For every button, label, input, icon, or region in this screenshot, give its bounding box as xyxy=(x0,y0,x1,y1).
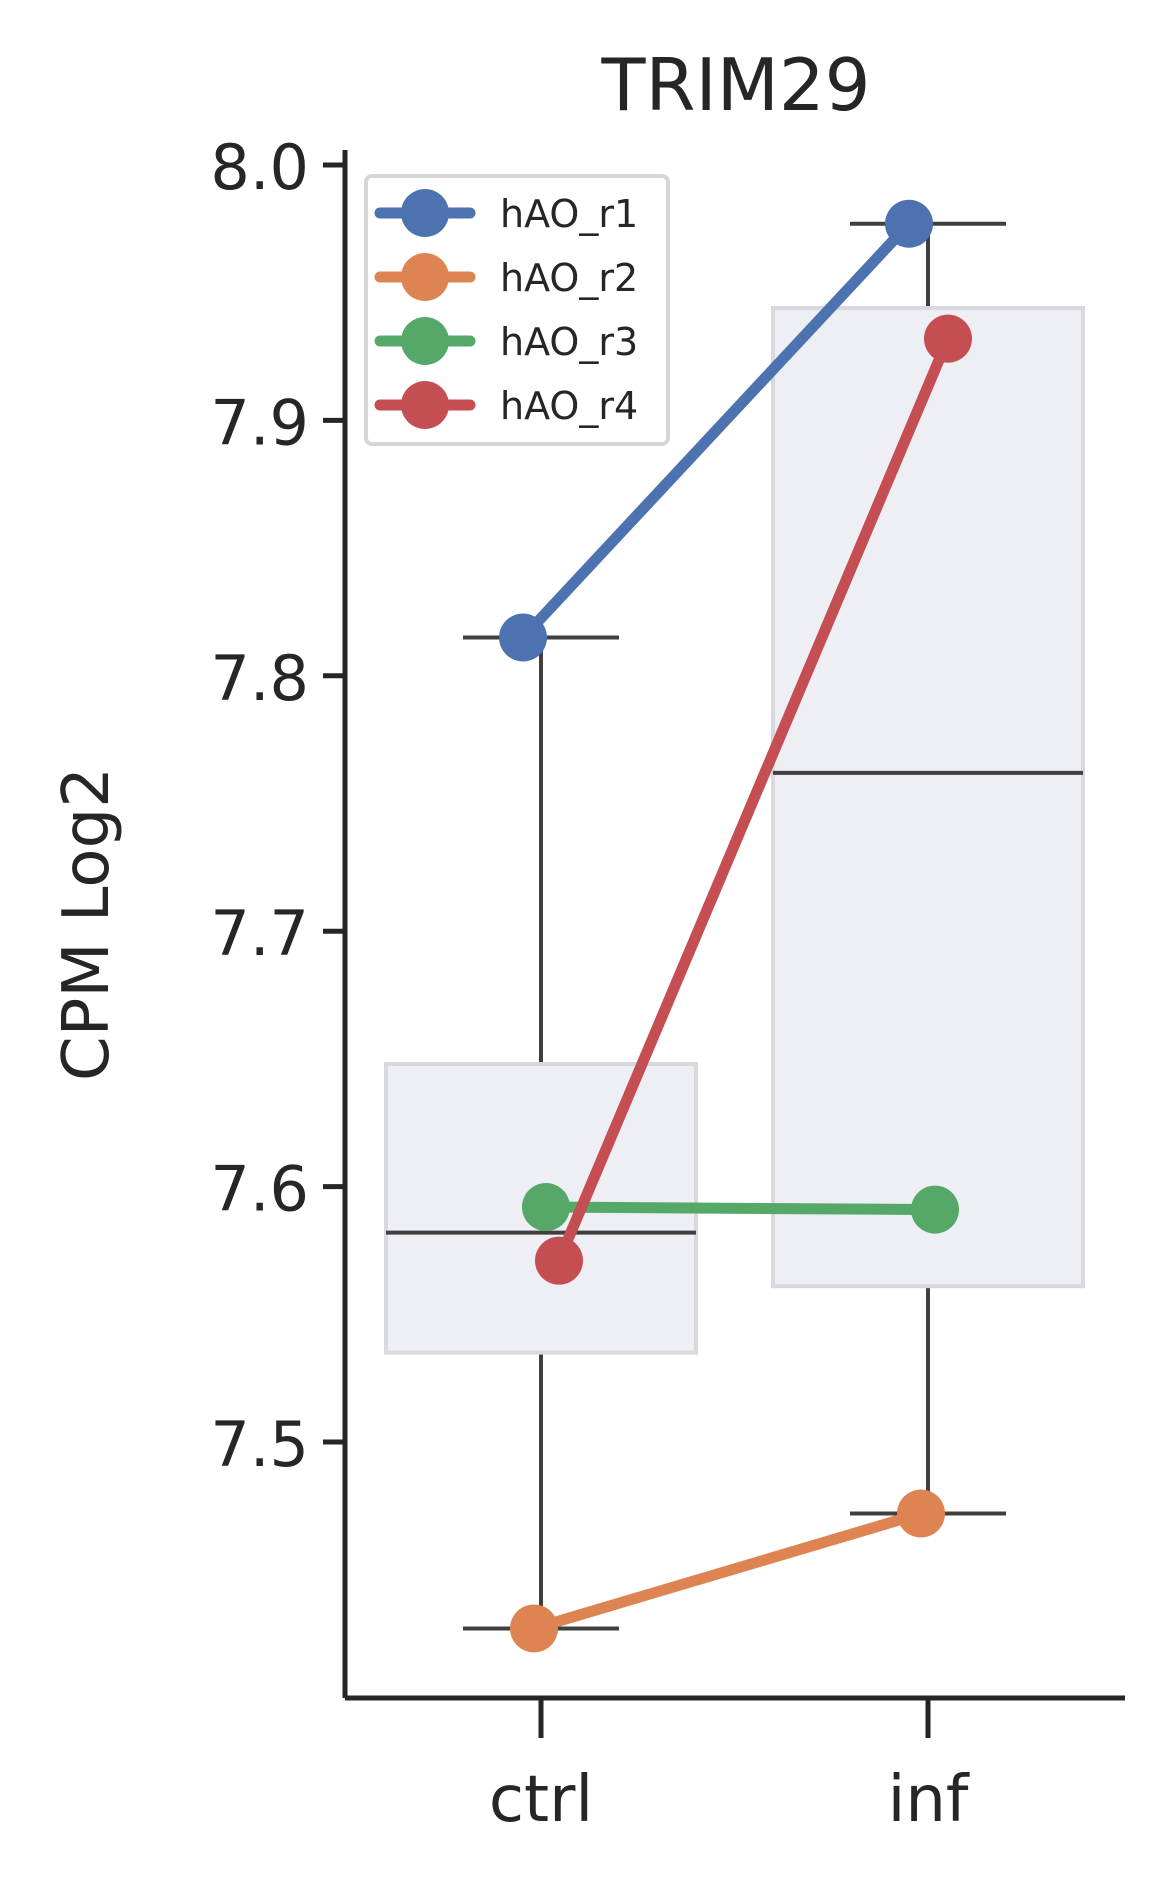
box-body-inf xyxy=(771,306,1085,1289)
legend-item-hAO_r2: hAO_r2 xyxy=(374,253,638,301)
series-hAO_r1 xyxy=(499,199,933,662)
y-tick-label-7.9: 7.9 xyxy=(210,386,309,459)
point-hAO_r1-inf xyxy=(885,199,933,248)
legend-marker-hAO_r2 xyxy=(401,253,449,301)
point-hAO_r3-ctrl xyxy=(522,1183,570,1232)
y-tick-label-7.7: 7.7 xyxy=(210,897,309,970)
x-tick-label-inf: inf xyxy=(888,1763,970,1837)
axes-layer: 7.5 7.6 7.7 7.8 7.9 8.0 ctrl inf xyxy=(210,131,1125,1837)
legend-label-hAO_r4: hAO_r4 xyxy=(500,384,638,428)
legend-label-hAO_r2: hAO_r2 xyxy=(500,256,638,300)
point-hAO_r2-inf xyxy=(897,1489,945,1538)
y-tick-label-8.0: 8.0 xyxy=(210,131,309,204)
x-tick-label-ctrl: ctrl xyxy=(489,1763,593,1837)
y-tick-label-7.6: 7.6 xyxy=(210,1153,309,1226)
series-hAO_r4 xyxy=(535,314,972,1285)
legend: hAO_r1 hAO_r2 hAO_r3 hAO_r4 xyxy=(364,174,670,446)
point-hAO_r4-ctrl xyxy=(535,1236,583,1285)
y-tick-label-7.5: 7.5 xyxy=(210,1408,309,1481)
point-hAO_r1-ctrl xyxy=(499,613,547,662)
chart-title: TRIM29 xyxy=(601,43,871,127)
legend-label-hAO_r1: hAO_r1 xyxy=(500,192,638,236)
box-ctrl xyxy=(384,635,698,1631)
series-line-hAO_r3 xyxy=(540,1201,941,1216)
box-inf xyxy=(771,221,1085,1516)
point-hAO_r3-inf xyxy=(911,1185,959,1234)
series-line-hAO_r4 xyxy=(553,333,954,1267)
series-line-hAO_r2 xyxy=(528,1508,927,1634)
legend-item-hAO_r4: hAO_r4 xyxy=(374,381,638,429)
series-hAO_r3 xyxy=(522,1183,959,1234)
legend-marker-hAO_r4 xyxy=(401,381,449,429)
legend-frame xyxy=(364,174,670,446)
y-axis-label: CPM Log2 xyxy=(50,767,124,1081)
legend-marker-hAO_r3 xyxy=(401,317,449,365)
series-layer xyxy=(499,199,972,1653)
legend-item-hAO_r3: hAO_r3 xyxy=(374,317,638,365)
legend-marker-hAO_r1 xyxy=(401,189,449,237)
legend-label-hAO_r3: hAO_r3 xyxy=(500,320,638,364)
y-tick-label-7.8: 7.8 xyxy=(210,642,309,715)
series-line-hAO_r1 xyxy=(517,218,915,643)
legend-item-hAO_r1: hAO_r1 xyxy=(374,189,638,237)
series-hAO_r2 xyxy=(510,1489,945,1653)
point-hAO_r2-ctrl xyxy=(510,1604,558,1653)
point-hAO_r4-inf xyxy=(924,314,972,363)
